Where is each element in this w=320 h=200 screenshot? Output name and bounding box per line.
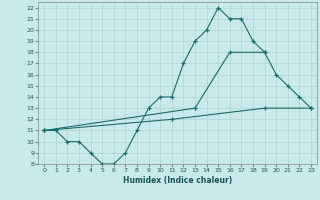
X-axis label: Humidex (Indice chaleur): Humidex (Indice chaleur)	[123, 176, 232, 185]
